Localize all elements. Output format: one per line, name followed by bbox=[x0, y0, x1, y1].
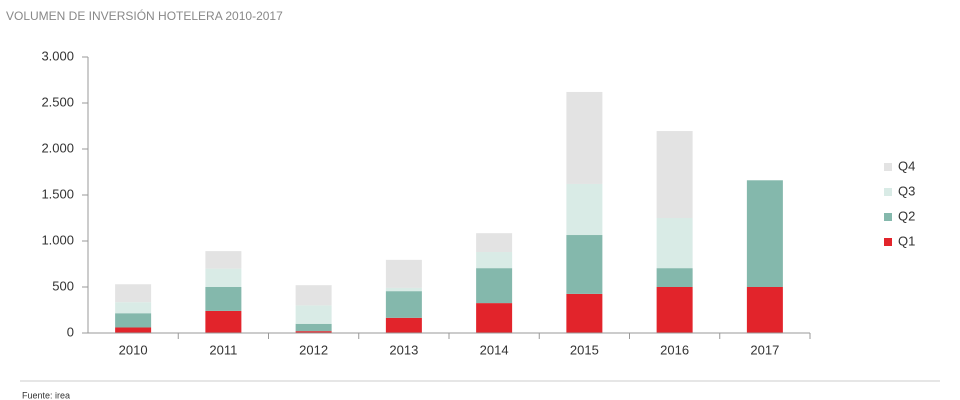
bar-segment bbox=[385, 287, 422, 292]
x-tick-label: 2011 bbox=[209, 342, 237, 357]
x-tick-label: 2012 bbox=[299, 342, 328, 357]
bar-segment bbox=[115, 313, 152, 328]
legend-label: Q4 bbox=[898, 158, 915, 173]
source: Fuente: irea bbox=[22, 390, 70, 400]
x-tick-label: 2017 bbox=[750, 342, 779, 357]
bar-segment bbox=[385, 291, 422, 318]
y-tick-label: 1.500 bbox=[41, 186, 74, 201]
bar-segment bbox=[115, 302, 152, 314]
legend-swatch bbox=[884, 213, 892, 221]
bar-segment bbox=[656, 268, 693, 287]
legend-label: Q1 bbox=[898, 233, 915, 248]
bar-segment bbox=[115, 327, 152, 333]
bar-segment bbox=[566, 91, 603, 184]
legend-swatch bbox=[884, 238, 892, 246]
bar-segment bbox=[656, 131, 693, 218]
bar-segment bbox=[746, 287, 783, 333]
bar-segment bbox=[205, 310, 242, 333]
y-tick-label: 3.000 bbox=[41, 48, 74, 63]
bar-segment bbox=[476, 233, 513, 253]
bar-segment bbox=[746, 180, 783, 287]
bar-segment bbox=[385, 259, 422, 288]
bar-segment bbox=[656, 287, 693, 333]
bar-segment bbox=[476, 268, 513, 304]
y-tick-label: 2.500 bbox=[41, 94, 74, 109]
bar-segment bbox=[656, 218, 693, 269]
bar-segment bbox=[566, 235, 603, 294]
bar-segment bbox=[385, 317, 422, 333]
chart-title: VOLUMEN DE INVERSIÓN HOTELERA 2010-2017 bbox=[6, 8, 283, 23]
legend-label: Q3 bbox=[898, 183, 915, 198]
bar-segment bbox=[205, 287, 242, 311]
bar-segment bbox=[295, 305, 332, 324]
bar-segment bbox=[566, 293, 603, 333]
x-tick-label: 2015 bbox=[570, 342, 599, 357]
bar-segment bbox=[205, 268, 242, 287]
bar-segment bbox=[295, 331, 332, 333]
bar-segment bbox=[295, 323, 332, 332]
y-tick-label: 2.000 bbox=[41, 140, 74, 155]
y-tick-label: 500 bbox=[52, 278, 74, 293]
legend-swatch bbox=[884, 163, 892, 171]
bar-segment bbox=[115, 284, 152, 303]
x-tick-label: 2016 bbox=[660, 342, 689, 357]
bar-segment bbox=[205, 251, 242, 269]
legend-label: Q2 bbox=[898, 208, 915, 223]
legend-swatch bbox=[884, 188, 892, 196]
bar-segment bbox=[476, 303, 513, 333]
y-tick-label: 1.000 bbox=[41, 232, 74, 247]
bar-segment bbox=[476, 252, 513, 269]
x-tick-label: 2014 bbox=[480, 342, 509, 357]
y-tick-label: 0 bbox=[67, 324, 74, 339]
bar-segment bbox=[566, 183, 603, 236]
x-tick-label: 2013 bbox=[389, 342, 418, 357]
bar-segment bbox=[295, 285, 332, 306]
x-tick-label: 2010 bbox=[119, 342, 148, 357]
